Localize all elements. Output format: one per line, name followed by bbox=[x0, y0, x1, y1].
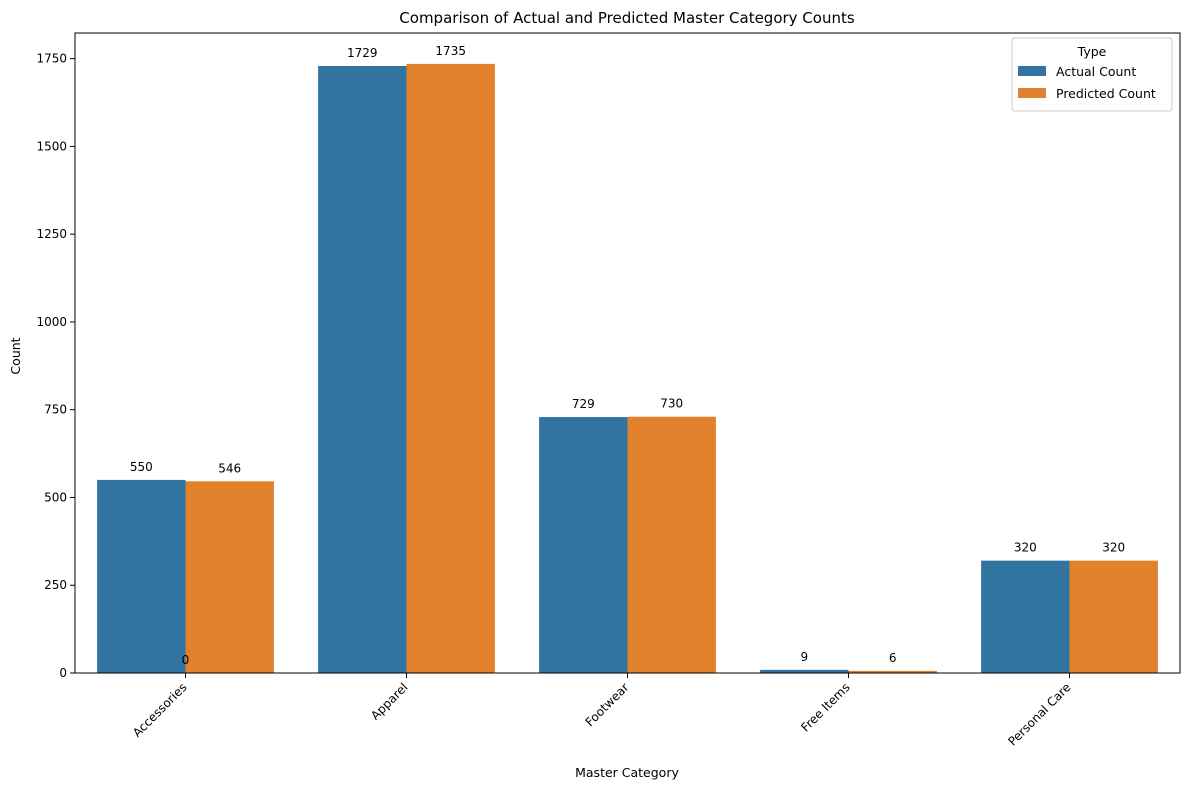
data-label: 320 bbox=[1102, 541, 1125, 555]
y-tick-label: 250 bbox=[44, 578, 67, 592]
x-tick-label: Personal Care bbox=[1005, 680, 1073, 748]
bar bbox=[406, 63, 495, 674]
data-label: 546 bbox=[218, 461, 241, 475]
bar bbox=[627, 416, 716, 673]
bar bbox=[848, 670, 937, 673]
bar bbox=[185, 481, 274, 673]
data-label: 9 bbox=[800, 650, 808, 664]
x-axis-label: Master Category bbox=[575, 765, 679, 780]
y-tick-label: 500 bbox=[44, 490, 67, 504]
y-tick-label: 1250 bbox=[36, 227, 67, 241]
data-label: 1729 bbox=[347, 46, 378, 60]
plot-frame bbox=[74, 32, 1181, 674]
legend-label-actual: Actual Count bbox=[1056, 64, 1136, 79]
y-tick-label: 1500 bbox=[36, 139, 67, 153]
data-label: 1735 bbox=[435, 44, 466, 58]
plot-area: 0 250 500 750 1000 1250 1500 1750 550 546 Accessor… bbox=[36, 32, 1181, 749]
data-label: 6 bbox=[889, 651, 897, 665]
legend: Type Actual Count Predicted Count bbox=[1011, 37, 1173, 112]
data-label: 730 bbox=[660, 397, 683, 411]
legend-swatch-predicted bbox=[1018, 88, 1046, 98]
bar bbox=[539, 417, 628, 673]
data-label-extra: 0 bbox=[182, 653, 190, 667]
x-tick-label: Free Items bbox=[798, 680, 852, 734]
bar bbox=[1069, 560, 1158, 673]
y-tick-label: 1750 bbox=[36, 52, 67, 66]
x-tick-label: Accessories bbox=[130, 680, 190, 740]
x-tick-label: Apparel bbox=[368, 680, 411, 723]
bar bbox=[97, 479, 186, 673]
bar bbox=[981, 560, 1070, 673]
chart-title: Comparison of Actual and Predicted Maste… bbox=[399, 9, 855, 27]
bar bbox=[318, 66, 407, 673]
y-axis-label: Count bbox=[8, 337, 23, 374]
legend-swatch-actual bbox=[1018, 66, 1046, 76]
y-tick-label: 0 bbox=[59, 666, 67, 680]
bar bbox=[760, 669, 849, 673]
legend-frame bbox=[1011, 37, 1173, 112]
data-label: 550 bbox=[130, 460, 153, 474]
data-label: 729 bbox=[572, 397, 595, 411]
y-tick-label: 1000 bbox=[36, 315, 67, 329]
x-tick-label: Footwear bbox=[583, 680, 632, 729]
data-label: 320 bbox=[1014, 541, 1037, 555]
y-tick-label: 750 bbox=[44, 403, 67, 417]
legend-label-predicted: Predicted Count bbox=[1056, 86, 1156, 101]
legend-title: Type bbox=[1077, 44, 1107, 59]
